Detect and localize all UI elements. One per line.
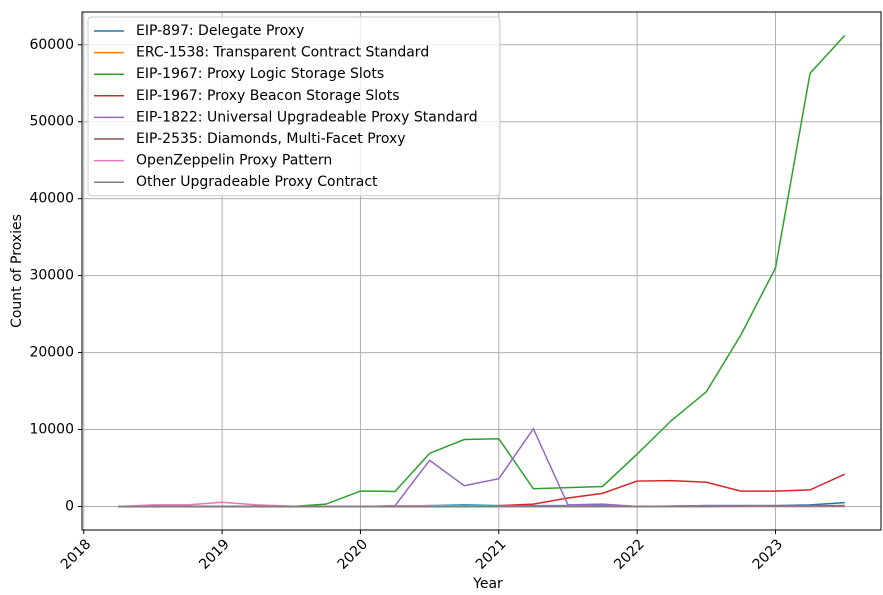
legend-label: EIP-897: Delegate Proxy [136,23,304,39]
legend-label: EIP-2535: Diamonds, Multi-Facet Proxy [136,131,406,147]
legend-box [87,16,501,197]
y-tick-label: 50000 [29,114,74,130]
series-line [118,473,845,508]
legend-label: OpenZeppelin Proxy Pattern [136,153,332,169]
y-tick-label: 60000 [29,37,74,53]
y-tick-label: 30000 [29,268,74,284]
x-tick-label: 2022 [611,536,648,573]
x-tick-label: 2019 [196,536,233,573]
y-tick-label: 0 [65,498,74,514]
legend-label: EIP-1967: Proxy Beacon Storage Slots [136,88,400,104]
series-line [118,427,845,508]
x-tick-label: 2021 [473,536,510,573]
y-tick-label: 20000 [29,345,74,361]
legend-label: ERC-1538: Transparent Contract Standard [136,45,429,61]
plot-frame [81,11,882,531]
legend-label: EIP-1967: Proxy Logic Storage Slots [136,66,384,82]
x-axis-label: Year [472,576,503,592]
y-axis-label: Count of Proxies [9,214,25,328]
y-tick-label: 40000 [29,191,74,207]
legend-label: Other Upgradeable Proxy Contract [136,174,378,190]
x-tick-label: 2023 [750,536,787,573]
x-tick-label: 2018 [58,536,95,573]
x-tick-label: 2020 [335,536,372,573]
legend-label: EIP-1822: Universal Upgradeable Proxy St… [136,109,478,125]
y-tick-label: 10000 [29,422,74,438]
